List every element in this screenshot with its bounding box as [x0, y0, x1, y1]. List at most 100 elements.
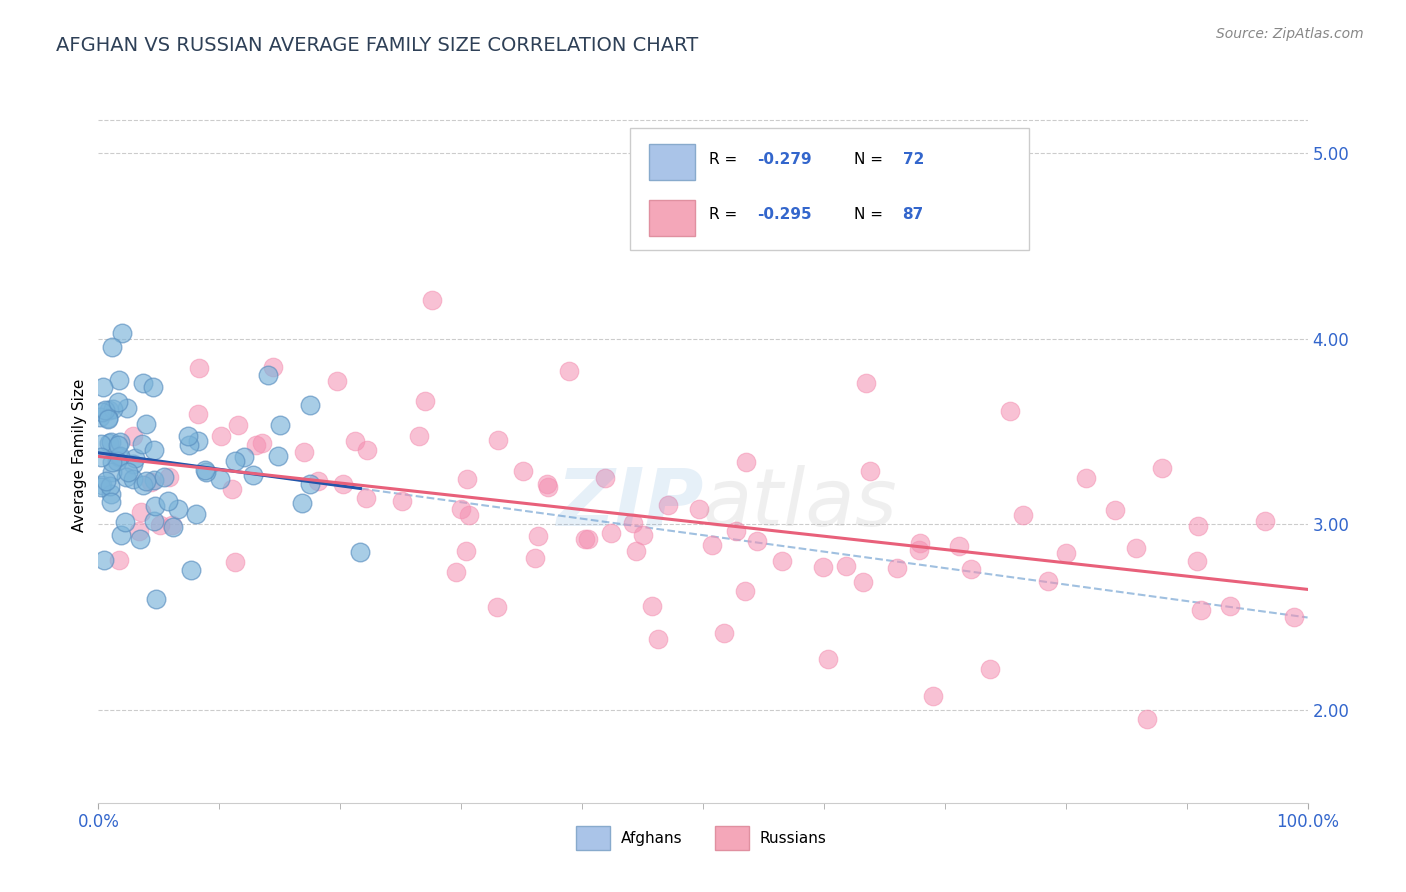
Point	[631, 528, 654, 542]
Point	[180, 563, 202, 577]
Point	[108, 373, 131, 387]
Point	[131, 437, 153, 451]
Point	[177, 429, 200, 443]
Point	[141, 475, 163, 489]
Point	[107, 438, 129, 452]
Point	[688, 502, 710, 516]
Point	[91, 380, 114, 394]
Point	[187, 434, 209, 448]
Point	[745, 533, 768, 548]
Point	[1187, 554, 1209, 568]
Point	[142, 473, 165, 487]
Point	[100, 495, 122, 509]
Point	[262, 360, 284, 375]
Point	[593, 471, 616, 485]
Point	[224, 555, 246, 569]
FancyBboxPatch shape	[648, 144, 695, 180]
Point	[1000, 403, 1022, 417]
FancyBboxPatch shape	[716, 827, 749, 850]
Point	[558, 364, 581, 378]
FancyBboxPatch shape	[648, 200, 695, 235]
Point	[621, 516, 644, 531]
Point	[97, 412, 120, 426]
Point	[160, 518, 183, 533]
Point	[208, 471, 231, 485]
Text: ZIP: ZIP	[555, 465, 703, 542]
Point	[128, 524, 150, 538]
Point	[444, 565, 467, 579]
Point	[852, 575, 875, 590]
Point	[110, 449, 132, 463]
Point	[153, 470, 176, 484]
Text: Afghans: Afghans	[621, 830, 682, 846]
Point	[108, 450, 131, 464]
Point	[576, 532, 599, 546]
Point	[657, 499, 679, 513]
Point	[129, 505, 152, 519]
Point	[292, 445, 315, 459]
Point	[979, 662, 1001, 676]
Point	[149, 518, 172, 533]
Point	[298, 477, 321, 491]
Point	[267, 450, 290, 464]
Point	[135, 474, 157, 488]
Point	[456, 472, 478, 486]
Point	[91, 405, 114, 419]
Point	[356, 442, 378, 457]
Point	[922, 689, 945, 703]
Point	[157, 494, 180, 508]
Point	[122, 472, 145, 486]
Point	[186, 508, 208, 522]
Point	[813, 559, 835, 574]
Point	[224, 454, 246, 468]
Point	[512, 464, 534, 478]
Point	[413, 393, 436, 408]
Point	[344, 434, 367, 449]
Point	[450, 501, 472, 516]
Point	[326, 374, 349, 388]
Point	[100, 455, 122, 469]
Point	[724, 524, 747, 538]
Point	[948, 539, 970, 553]
Point	[122, 429, 145, 443]
Point	[1125, 541, 1147, 556]
Point	[195, 465, 218, 479]
Point	[457, 508, 479, 522]
Point	[117, 465, 139, 479]
Y-axis label: Average Family Size: Average Family Size	[72, 378, 87, 532]
Point	[960, 562, 983, 576]
Point	[527, 529, 550, 543]
Point	[1189, 603, 1212, 617]
Point	[835, 559, 858, 574]
Point	[187, 407, 209, 421]
Point	[93, 552, 115, 566]
Point	[817, 651, 839, 665]
Point	[91, 477, 114, 491]
Point	[713, 626, 735, 640]
Point	[105, 453, 128, 467]
Point	[245, 438, 267, 452]
Point	[536, 477, 558, 491]
Point	[252, 435, 274, 450]
Point	[132, 478, 155, 492]
Point	[115, 401, 138, 416]
Point	[96, 474, 118, 488]
Text: R =: R =	[709, 152, 742, 167]
Point	[408, 429, 430, 443]
Point	[1254, 514, 1277, 528]
Point	[354, 491, 377, 505]
Text: N =: N =	[855, 152, 889, 167]
Point	[291, 496, 314, 510]
Point	[98, 479, 121, 493]
Point	[107, 394, 129, 409]
Point	[90, 437, 112, 451]
Text: Source: ZipAtlas.com: Source: ZipAtlas.com	[1216, 27, 1364, 41]
Point	[121, 457, 143, 471]
Point	[1074, 471, 1097, 485]
Point	[221, 483, 243, 497]
Point	[859, 464, 882, 478]
Point	[101, 465, 124, 479]
Text: AFGHAN VS RUSSIAN AVERAGE FAMILY SIZE CORRELATION CHART: AFGHAN VS RUSSIAN AVERAGE FAMILY SIZE CO…	[56, 36, 699, 54]
Point	[734, 454, 756, 468]
Point	[110, 435, 132, 450]
